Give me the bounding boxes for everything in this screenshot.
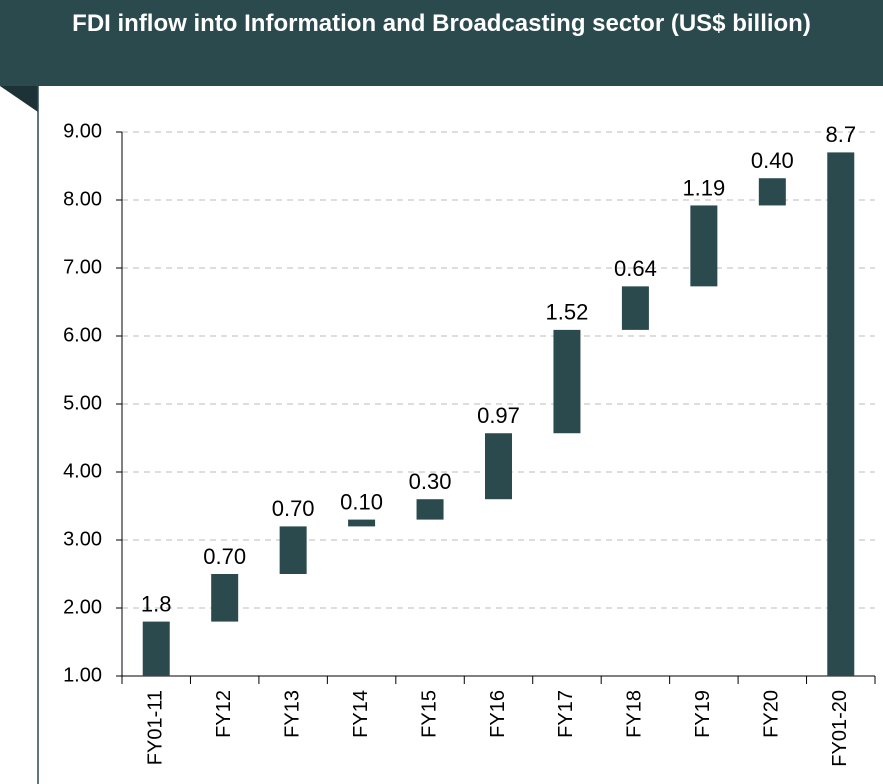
y-tick-label: 9.00 — [63, 120, 102, 142]
value-label: 0.64 — [614, 256, 657, 281]
value-label: 0.70 — [272, 496, 315, 521]
value-label: 0.10 — [340, 489, 383, 514]
value-label: 1.19 — [682, 175, 725, 200]
y-tick-label: 7.00 — [63, 256, 102, 278]
value-label: 0.30 — [409, 469, 452, 494]
value-label: 0.70 — [203, 544, 246, 569]
y-tick-label: 1.00 — [63, 664, 102, 686]
bar — [758, 178, 786, 206]
y-tick-label: 4.00 — [63, 460, 102, 482]
y-tick-label: 6.00 — [63, 324, 102, 346]
x-tick-label: FY18 — [624, 690, 646, 738]
bar — [485, 433, 512, 500]
bar — [690, 205, 718, 287]
x-tick-label: FY19 — [692, 690, 714, 738]
chart-title: FDI inflow into Information and Broadcas… — [0, 0, 883, 86]
x-tick-label: FY16 — [487, 690, 509, 738]
y-tick-label: 2.00 — [63, 596, 102, 618]
y-tick-label: 8.00 — [63, 188, 102, 210]
bar — [416, 499, 444, 520]
x-tick-label: FY01-11 — [145, 690, 167, 765]
x-tick-label: FY12 — [213, 690, 235, 738]
y-tick-label: 3.00 — [63, 528, 102, 550]
x-tick-label: FY01-20 — [829, 690, 851, 767]
bar — [142, 621, 170, 676]
ribbon-fold — [0, 86, 38, 112]
x-tick-label: FY17 — [555, 690, 577, 738]
y-tick-label: 5.00 — [63, 392, 102, 414]
value-label: 8.7 — [825, 122, 856, 147]
bar — [211, 574, 239, 622]
x-tick-label: FY15 — [418, 690, 440, 738]
bar — [621, 286, 649, 330]
bar — [348, 519, 376, 527]
value-label: 0.40 — [751, 148, 794, 173]
x-tick-label: FY14 — [350, 690, 372, 738]
bar — [553, 329, 581, 434]
bar — [279, 526, 307, 574]
x-tick-label: FY20 — [761, 690, 783, 738]
value-label: 1.52 — [546, 300, 589, 325]
value-label: 0.97 — [477, 403, 520, 428]
x-tick-label: FY13 — [281, 690, 303, 738]
value-label: 1.8 — [141, 591, 172, 616]
bar — [827, 152, 855, 676]
